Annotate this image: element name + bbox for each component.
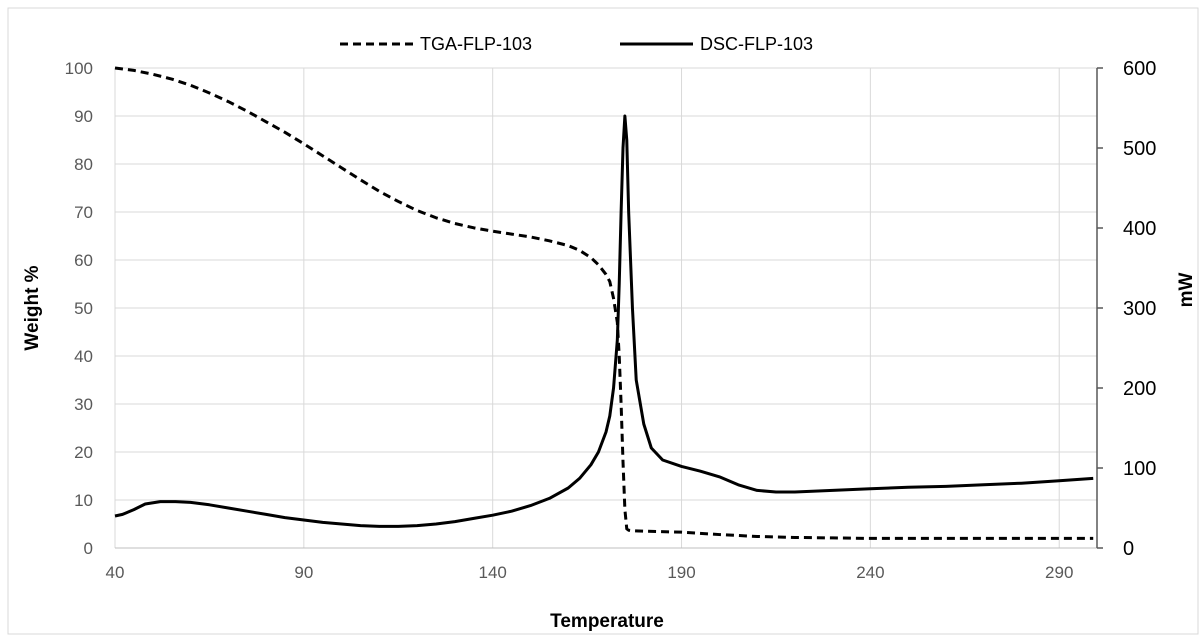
x-tick-label: 40 xyxy=(106,563,125,582)
chart-frame xyxy=(7,7,1199,635)
y-left-tick-label: 90 xyxy=(74,107,93,126)
axes: 40 90 140 190 240 290 0 10 20 30 40 50 60 70 80 90 100 0 1… xyxy=(65,58,1157,582)
y-axis-left-title: Weight % xyxy=(22,265,43,350)
y-right-tick-label: 400 xyxy=(1123,218,1156,240)
x-axis-title: Temperature xyxy=(550,611,664,632)
y-right-tick-label: 200 xyxy=(1123,378,1156,400)
y-left-tick-label: 60 xyxy=(74,251,93,270)
legend: TGA-FLP-103 DSC-FLP-103 xyxy=(340,34,813,54)
legend-label: TGA-FLP-103 xyxy=(420,34,532,54)
y-axis-right-title: mW xyxy=(1176,273,1197,308)
gridlines xyxy=(114,67,1097,549)
x-tick-label: 90 xyxy=(294,563,313,582)
y-left-tick-label: 30 xyxy=(74,395,93,414)
y-right-tick-label: 300 xyxy=(1123,298,1156,320)
y-left-tick-label: 0 xyxy=(84,539,93,558)
y-right-tick-label: 600 xyxy=(1123,58,1156,80)
y-left-tick-label: 20 xyxy=(74,443,93,462)
y-left-tick-label: 40 xyxy=(74,347,93,366)
data-series xyxy=(114,66,1094,540)
tga-series-line xyxy=(114,66,1094,540)
y-left-tick-label: 70 xyxy=(74,203,93,222)
y-left-tick-label: 80 xyxy=(74,155,93,174)
x-tick-label: 240 xyxy=(856,563,884,582)
x-tick-label: 290 xyxy=(1045,563,1073,582)
y-left-tick-label: 10 xyxy=(74,491,93,510)
y-left-tick-label: 100 xyxy=(65,59,93,78)
y-right-tick-label: 100 xyxy=(1123,458,1156,480)
y-left-tick-label: 50 xyxy=(74,299,93,318)
y-right-tick-label: 500 xyxy=(1123,138,1156,160)
y-right-tick-label: 0 xyxy=(1123,538,1134,560)
dsc-series-line xyxy=(114,114,1094,528)
legend-label: DSC-FLP-103 xyxy=(700,34,813,54)
x-tick-label: 140 xyxy=(479,563,507,582)
x-tick-label: 190 xyxy=(667,563,695,582)
